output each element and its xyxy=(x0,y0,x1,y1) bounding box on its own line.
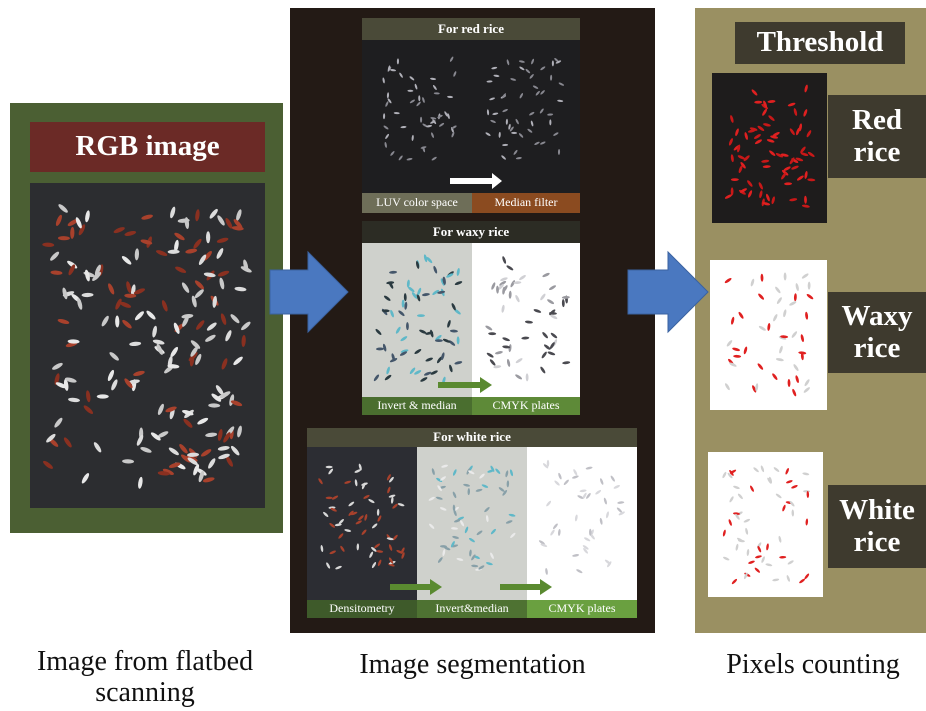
step-label: Densitometry xyxy=(307,600,417,618)
white-image-c xyxy=(527,447,637,600)
grain xyxy=(326,497,333,499)
rgb-title: RGB image xyxy=(30,122,265,172)
result-label: Red rice xyxy=(828,95,926,178)
caption: Pixels counting xyxy=(700,645,926,685)
waxy-image-b xyxy=(472,243,580,397)
grain xyxy=(435,339,443,342)
section-title: For white rice xyxy=(307,428,637,447)
step-label: CMYK plates xyxy=(472,397,580,415)
step-label: LUV color space xyxy=(362,193,472,213)
grain xyxy=(206,231,210,243)
section-title: For waxy rice xyxy=(362,221,580,243)
section-title: For red rice xyxy=(362,18,580,40)
result-label: Waxy rice xyxy=(828,292,926,373)
step-label: Invert & median xyxy=(362,397,472,415)
step-label: Invert&median xyxy=(417,600,527,618)
white-image-a xyxy=(307,447,417,600)
caption: Image from flatbed scanning xyxy=(0,645,290,711)
grain xyxy=(731,187,734,195)
grain xyxy=(417,314,425,317)
step-label: Median filter xyxy=(472,193,580,213)
grain xyxy=(589,529,591,536)
grain xyxy=(420,117,422,123)
grain xyxy=(549,119,551,125)
caption: Image segmentation xyxy=(290,645,655,685)
step-label: CMYK plates xyxy=(527,600,637,618)
grain xyxy=(552,60,554,66)
red-image xyxy=(362,40,580,193)
result-label: White rice xyxy=(828,485,926,568)
page: RGB image Image from flatbed scanning Fo… xyxy=(0,0,926,711)
grain xyxy=(97,394,109,398)
threshold-title: Threshold xyxy=(735,22,905,64)
grain xyxy=(326,466,333,468)
